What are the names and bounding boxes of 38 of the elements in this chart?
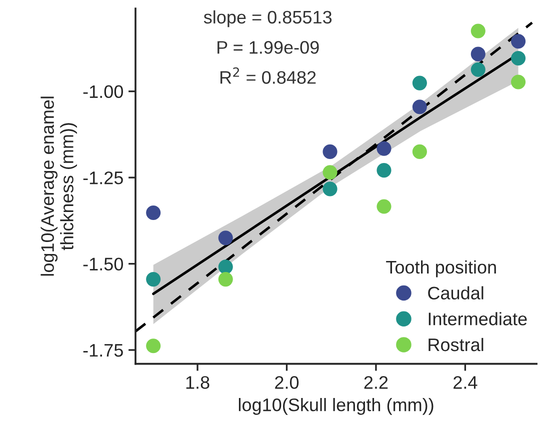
- annotation: R$^{2}$ = 0.8482: [220, 67, 316, 84]
- y-tick-label: -1.75: [83, 344, 123, 357]
- y-axis-title: log10(Average enamel thickness (mm)): [40, 96, 77, 276]
- y-tick-label: -1.50: [83, 258, 123, 270]
- x-tick-label: 2.4: [454, 376, 478, 389]
- legend-label: Intermediate: [428, 312, 527, 326]
- point: [412, 144, 427, 159]
- legend-title: Tooth position: [386, 260, 496, 278]
- point: [376, 199, 392, 214]
- point: [146, 338, 161, 354]
- point: [322, 144, 338, 159]
- point: [218, 230, 233, 246]
- legend-label: Caudal: [428, 286, 484, 300]
- y-tick-label: -1.00: [83, 85, 123, 98]
- point: [470, 46, 486, 62]
- point: [146, 272, 161, 287]
- point: [146, 205, 161, 220]
- point: [322, 165, 338, 180]
- annotation: P = 1.99e-09: [218, 41, 319, 54]
- point: [218, 260, 233, 274]
- point: [470, 24, 486, 38]
- point: [376, 163, 392, 178]
- point: [412, 100, 427, 114]
- point: [218, 272, 233, 287]
- point: [511, 34, 526, 49]
- x-tick-label: 2.2: [364, 376, 388, 389]
- annotation: slope = 0.85513: [204, 10, 332, 28]
- point: [322, 182, 338, 196]
- point: [376, 141, 392, 156]
- y-tick-label: -1.25: [83, 171, 123, 184]
- x-tick-label: 2.0: [275, 376, 299, 389]
- x-axis-title: log10(Skull length (mm)): [238, 398, 434, 415]
- point: [511, 74, 526, 90]
- point: [412, 76, 427, 90]
- legend-label: Rostral: [428, 338, 484, 352]
- point: [511, 50, 526, 66]
- x-tick-label: 1.8: [186, 376, 210, 389]
- point: [470, 62, 486, 77]
